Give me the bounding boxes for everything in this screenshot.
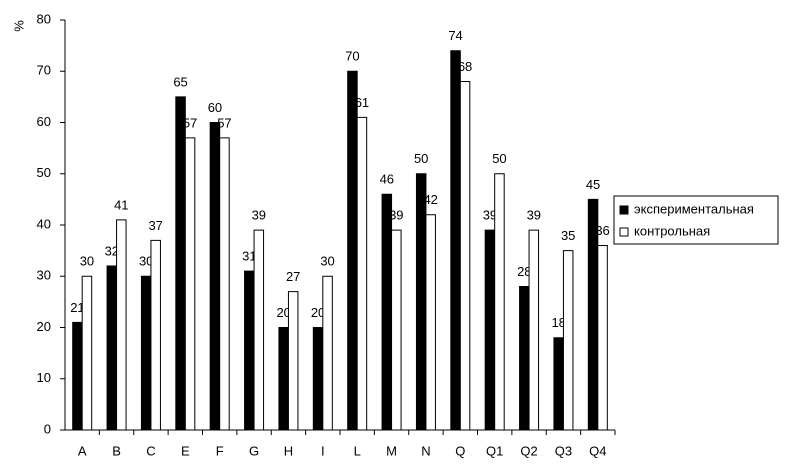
- bar: [356, 116, 368, 431]
- y-tick-label: 50: [37, 165, 51, 180]
- x-tick-label: N: [421, 443, 430, 458]
- value-label: 30: [139, 254, 153, 269]
- x-tick-label: B: [112, 443, 121, 458]
- value-label: 20: [276, 305, 290, 320]
- x-tick-label: A: [78, 443, 87, 458]
- y-tick-label: 80: [37, 11, 51, 26]
- value-label: 35: [561, 228, 575, 243]
- value-label: 42: [423, 192, 437, 207]
- value-label: 70: [345, 49, 359, 64]
- bar: [175, 96, 186, 431]
- legend-label: контрольная: [634, 223, 710, 238]
- legend-swatch: [619, 227, 629, 237]
- bar: [150, 239, 161, 431]
- value-label: 39: [483, 208, 497, 223]
- value-label: 39: [252, 208, 266, 223]
- y-tick-label: 30: [37, 268, 51, 283]
- y-tick-label: 70: [37, 63, 51, 78]
- value-label: 37: [148, 218, 162, 233]
- value-label: 20: [311, 305, 325, 320]
- bar: [106, 265, 118, 431]
- bar: [322, 275, 333, 431]
- value-label: 30: [320, 254, 334, 269]
- value-label: 31: [242, 249, 256, 264]
- y-tick-label: 20: [37, 319, 51, 334]
- legend-box: [613, 195, 779, 245]
- value-label: 36: [595, 223, 609, 238]
- bar: [253, 229, 265, 431]
- y-tick-label: 10: [37, 370, 51, 385]
- x-tick-label: C: [146, 443, 155, 458]
- bar: [425, 214, 436, 431]
- y-tick-label: 40: [37, 216, 51, 231]
- x-tick-label: Q1: [486, 443, 503, 458]
- bar: [287, 291, 299, 431]
- value-label: 50: [414, 151, 428, 166]
- bar: [484, 229, 496, 431]
- x-tick-label: Q2: [520, 443, 537, 458]
- y-axis-label: %: [11, 20, 26, 32]
- bar: [209, 122, 221, 431]
- bar: [562, 250, 574, 431]
- bar: [219, 137, 230, 431]
- x-tick-label: Q4: [589, 443, 606, 458]
- x-tick-label: L: [354, 443, 361, 458]
- value-label: 68: [458, 59, 472, 74]
- value-label: 21: [70, 300, 84, 315]
- bar: [450, 50, 461, 431]
- bar: [347, 70, 358, 431]
- value-label: 61: [355, 95, 369, 110]
- x-tick-label: Q3: [555, 443, 572, 458]
- value-label: 18: [551, 315, 565, 330]
- y-tick-label: 60: [37, 114, 51, 129]
- x-tick-label: H: [284, 443, 293, 458]
- bar: [278, 327, 289, 431]
- value-label: 60: [208, 100, 222, 115]
- value-label: 30: [80, 254, 94, 269]
- value-label: 46: [380, 172, 394, 187]
- value-label: 32: [105, 243, 119, 258]
- value-label: 65: [173, 74, 187, 89]
- bar: [72, 321, 83, 431]
- bar: [381, 193, 393, 431]
- bar: [459, 81, 471, 431]
- bar: [494, 173, 505, 431]
- x-tick-label: E: [181, 443, 190, 458]
- value-label: 41: [114, 197, 128, 212]
- bar: [553, 337, 564, 431]
- legend-swatch: [619, 205, 629, 215]
- value-label: 28: [517, 264, 531, 279]
- bar: [116, 219, 127, 431]
- bar: [312, 327, 324, 431]
- value-label: 57: [183, 115, 197, 130]
- bar: [184, 137, 196, 431]
- bar: [391, 229, 402, 431]
- bar: [415, 173, 427, 431]
- x-tick-label: I: [321, 443, 325, 458]
- value-label: 39: [527, 208, 541, 223]
- x-tick-label: F: [216, 443, 224, 458]
- value-label: 45: [586, 177, 600, 192]
- x-tick-label: M: [386, 443, 397, 458]
- value-label: 39: [389, 208, 403, 223]
- value-label: 50: [492, 151, 506, 166]
- y-tick-label: 0: [44, 421, 51, 436]
- legend-label: экспериментальная: [634, 201, 754, 216]
- x-tick-label: Q: [455, 443, 465, 458]
- x-tick-label: G: [249, 443, 259, 458]
- bar: [519, 286, 530, 431]
- bar: [81, 275, 93, 431]
- bar: [528, 229, 540, 431]
- bar: [140, 275, 152, 431]
- bar: [244, 270, 255, 431]
- value-label: 27: [286, 269, 300, 284]
- value-label: 74: [448, 28, 462, 43]
- value-label: 57: [217, 115, 231, 130]
- bar: [597, 245, 608, 431]
